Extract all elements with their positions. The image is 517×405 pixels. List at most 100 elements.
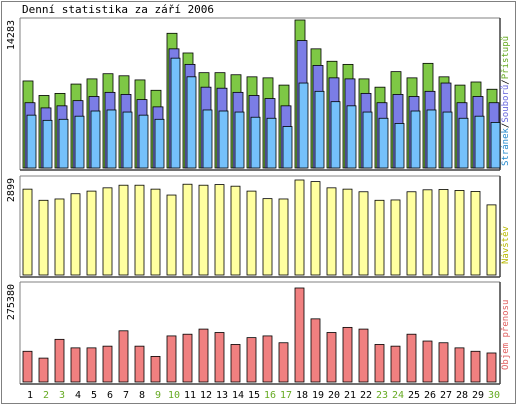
bar-visits-0-day-5 xyxy=(86,190,97,276)
day-label-14: 14 xyxy=(232,390,244,401)
day-label-2: 2 xyxy=(43,390,49,401)
panel-visits-background xyxy=(20,176,500,277)
bar-hits-2-day-20 xyxy=(330,101,341,169)
bar-hits-2-day-29 xyxy=(474,115,485,169)
bar-transfer-0-day-15 xyxy=(246,337,257,383)
bar-hits-2-day-25 xyxy=(410,110,421,169)
day-label-16: 16 xyxy=(264,390,276,401)
bar-transfer-0-day-12 xyxy=(198,328,209,383)
bar-hits-2-day-9 xyxy=(154,118,165,169)
panel-transfer-axis-label: Objem přenosu xyxy=(501,300,511,370)
bar-transfer-0-day-18 xyxy=(294,287,305,383)
bar-hits-2-day-12 xyxy=(202,109,213,169)
bar-transfer-0-day-22 xyxy=(358,328,369,383)
bar-transfer-0-day-24 xyxy=(390,345,401,383)
bar-visits-0-day-2 xyxy=(38,199,49,276)
bar-hits-2-day-18 xyxy=(298,82,309,169)
axis-label-part: / xyxy=(501,123,511,128)
bar-transfer-0-day-3 xyxy=(54,338,65,383)
bar-visits-0-day-7 xyxy=(118,184,129,276)
panel-hits-axis-label: Stránek/Souborů/Přístupů xyxy=(500,36,511,166)
bar-transfer-0-day-6 xyxy=(102,345,113,383)
panel-hits-ymax-label: 14283 xyxy=(6,20,17,50)
bar-hits-2-day-3 xyxy=(58,118,69,169)
day-label-19: 19 xyxy=(312,390,324,401)
day-label-23: 23 xyxy=(376,390,388,401)
bar-visits-0-day-25 xyxy=(406,191,417,276)
bar-hits-2-day-11 xyxy=(186,76,197,169)
bar-visits-0-day-4 xyxy=(70,193,81,276)
day-label-25: 25 xyxy=(408,390,420,401)
day-label-8: 8 xyxy=(139,390,145,401)
bar-visits-0-day-12 xyxy=(198,184,209,276)
bar-hits-2-day-16 xyxy=(266,117,277,169)
bar-visits-0-day-11 xyxy=(182,183,193,276)
panel-transfer-background xyxy=(20,282,500,384)
bar-transfer-0-day-9 xyxy=(150,355,161,383)
bar-transfer-0-day-10 xyxy=(166,335,177,383)
bar-visits-0-day-13 xyxy=(214,184,225,276)
bar-hits-2-day-19 xyxy=(314,90,325,169)
bar-hits-2-day-10 xyxy=(170,57,181,169)
bar-hits-2-day-26 xyxy=(426,109,437,169)
bar-transfer-0-day-11 xyxy=(182,333,193,383)
bar-transfer-0-day-30 xyxy=(486,352,497,383)
bar-visits-0-day-16 xyxy=(262,198,273,276)
bar-visits-0-day-3 xyxy=(54,198,65,276)
bar-visits-0-day-9 xyxy=(150,188,161,276)
bar-visits-0-day-28 xyxy=(454,190,465,276)
bar-transfer-0-day-29 xyxy=(470,350,481,383)
day-label-24: 24 xyxy=(392,390,404,401)
bar-hits-2-day-2 xyxy=(42,119,53,169)
bar-transfer-0-day-27 xyxy=(438,342,449,383)
bar-hits-2-day-5 xyxy=(90,110,101,169)
bar-visits-0-day-10 xyxy=(166,194,177,276)
bar-hits-2-day-15 xyxy=(250,116,261,169)
bar-hits-2-day-8 xyxy=(138,114,149,169)
bar-transfer-0-day-16 xyxy=(262,335,273,383)
day-label-10: 10 xyxy=(168,390,180,401)
day-label-7: 7 xyxy=(123,390,129,401)
bar-visits-0-day-8 xyxy=(134,184,145,276)
day-label-4: 4 xyxy=(75,390,81,401)
bar-hits-2-day-13 xyxy=(218,110,229,169)
day-label-1: 1 xyxy=(27,390,33,401)
day-label-26: 26 xyxy=(424,390,436,401)
bar-transfer-0-day-23 xyxy=(374,344,385,383)
bar-hits-2-day-24 xyxy=(394,123,405,169)
bar-visits-0-day-26 xyxy=(422,189,433,276)
bar-visits-0-day-15 xyxy=(246,190,257,276)
axis-label-part: Návštěv xyxy=(500,226,511,264)
axis-label-part: Objem přenosu xyxy=(501,300,511,370)
axis-label-part: / xyxy=(501,79,511,84)
bar-transfer-0-day-7 xyxy=(118,330,129,383)
bar-visits-0-day-30 xyxy=(486,204,497,276)
bar-hits-2-day-21 xyxy=(346,105,357,169)
bar-transfer-0-day-13 xyxy=(214,332,225,383)
bar-transfer-0-day-25 xyxy=(406,333,417,383)
bar-visits-0-day-29 xyxy=(470,191,481,276)
bar-hits-2-day-6 xyxy=(106,109,117,169)
bar-transfer-0-day-20 xyxy=(326,332,337,383)
day-label-21: 21 xyxy=(344,390,356,401)
bar-transfer-0-day-19 xyxy=(310,318,321,383)
bar-visits-0-day-6 xyxy=(102,187,113,276)
bar-hits-2-day-27 xyxy=(442,111,453,169)
day-label-6: 6 xyxy=(107,390,113,401)
bar-transfer-0-day-5 xyxy=(86,347,97,383)
day-label-22: 22 xyxy=(360,390,372,401)
bar-visits-0-day-20 xyxy=(326,187,337,276)
axis-label-part: Stránek xyxy=(501,127,511,166)
bar-visits-0-day-23 xyxy=(374,199,385,276)
bar-visits-0-day-14 xyxy=(230,185,241,276)
day-label-15: 15 xyxy=(248,390,260,401)
bar-transfer-0-day-8 xyxy=(134,345,145,383)
bar-hits-2-day-1 xyxy=(26,114,37,169)
bar-hits-2-day-30 xyxy=(490,122,501,169)
day-label-29: 29 xyxy=(472,390,484,401)
bar-visits-0-day-19 xyxy=(310,181,321,276)
day-label-13: 13 xyxy=(216,390,228,401)
bar-transfer-0-day-2 xyxy=(38,357,49,383)
